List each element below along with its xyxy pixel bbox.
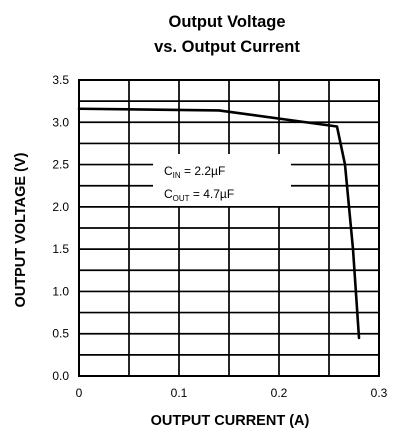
annotation-cin-main: C <box>164 164 173 178</box>
annotation-cout-sub: OUT <box>173 194 190 203</box>
annotation-background <box>153 154 291 206</box>
y-tick-label: 0.5 <box>52 327 69 341</box>
annotation-cout-main: C <box>164 187 173 201</box>
chart-subtitle: vs. Output Current <box>154 38 300 56</box>
x-axis-label: OUTPUT CURRENT (A) <box>151 413 310 429</box>
y-tick-label: 2.5 <box>52 158 69 172</box>
annotation-cin-sub: IN <box>173 171 181 180</box>
y-tick-label: 2.0 <box>52 200 69 214</box>
x-tick-label: 0.3 <box>371 386 388 400</box>
y-tick-label: 1.5 <box>52 242 69 256</box>
series-layer <box>77 107 361 340</box>
voltage-current-line <box>77 107 361 340</box>
x-tick-label: 0.1 <box>171 386 188 400</box>
capacitor-annotation: CIN = 2.2µF COUT = 4.7µF <box>153 154 291 206</box>
annotation-cin: CIN = 2.2µF <box>164 164 225 180</box>
y-tick-label: 3.0 <box>52 115 69 129</box>
y-tick-label: 3.5 <box>52 73 69 87</box>
annotation-cout-rest: = 4.7µF <box>190 187 235 201</box>
y-tick-label: 0.0 <box>52 369 69 383</box>
annotation-cout: COUT = 4.7µF <box>164 187 234 203</box>
chart-title: Output Voltage <box>168 13 285 31</box>
grid-lines <box>78 79 380 377</box>
y-axis-label: OUTPUT VOLTAGE (V) <box>13 152 29 307</box>
x-tick-label: 0 <box>76 386 83 400</box>
annotation-cin-rest: = 2.2µF <box>181 164 226 178</box>
axis-tick-labels: 0 0.1 0.2 0.3 0.0 0.5 1.0 1.5 2.0 2.5 3.0 3.5 <box>52 73 387 400</box>
y-tick-label: 1.0 <box>52 284 69 298</box>
x-tick-label: 0.2 <box>271 386 288 400</box>
